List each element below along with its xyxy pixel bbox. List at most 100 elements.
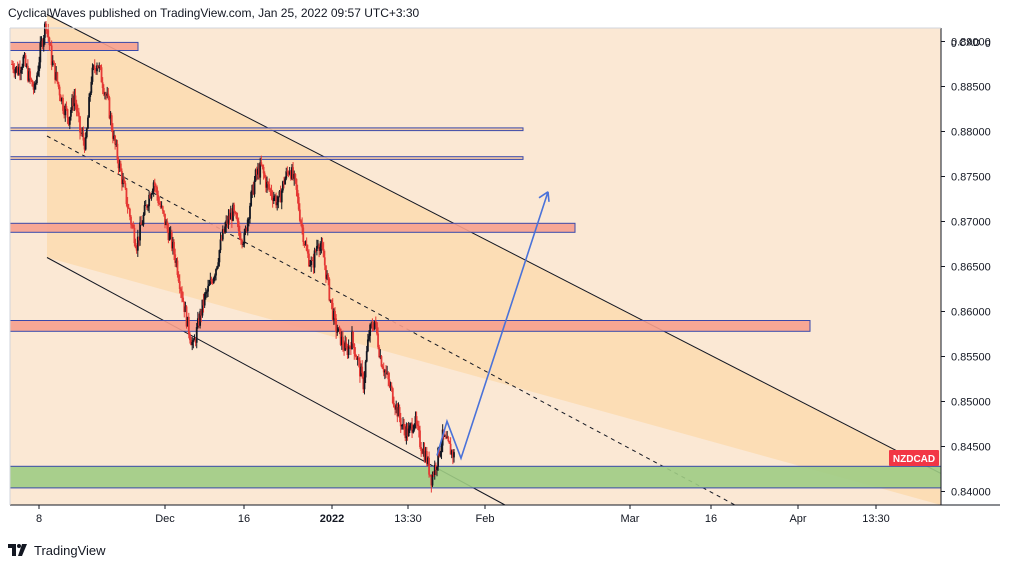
candle-body xyxy=(355,356,358,360)
symbol-badge-label: NZDCAD xyxy=(893,454,935,465)
axis-top-left-label: 0 xyxy=(951,39,957,50)
candle-body xyxy=(408,425,411,429)
candle-body xyxy=(422,448,425,454)
candle-body xyxy=(85,128,88,138)
candle-body xyxy=(66,109,69,118)
candle-body xyxy=(172,241,174,249)
candle-body xyxy=(219,239,222,251)
candle-body xyxy=(411,423,413,433)
channel-midline[interactable] xyxy=(46,135,736,506)
candle-body xyxy=(143,205,146,215)
symbol-badge[interactable] xyxy=(889,450,939,466)
candle-body xyxy=(196,318,199,328)
candle-body xyxy=(91,67,94,82)
x-tick-label: 13:30 xyxy=(862,513,890,525)
candle-body xyxy=(124,183,127,189)
candle-body xyxy=(448,441,451,444)
candle-body xyxy=(93,65,96,70)
candle-body xyxy=(271,196,274,201)
candle-body xyxy=(357,358,360,361)
candle-body xyxy=(131,224,134,226)
candle-body xyxy=(177,274,180,282)
candle-body xyxy=(164,213,166,226)
candle-body xyxy=(315,246,318,251)
tradingview-logo-icon xyxy=(8,544,27,556)
candle-body xyxy=(373,320,376,330)
candle-body xyxy=(101,82,104,89)
candle-body xyxy=(201,299,204,316)
candle-body xyxy=(144,205,147,207)
zone-resistance-3[interactable] xyxy=(9,222,576,233)
candle-body xyxy=(325,265,327,279)
zone-resistance-0[interactable] xyxy=(9,41,139,52)
candle-body xyxy=(253,180,256,195)
candle-body xyxy=(194,339,197,343)
candle-body xyxy=(267,182,270,185)
publisher-header: CyclicalWaves published on TradingView.c… xyxy=(8,6,420,20)
candle-body xyxy=(403,424,406,430)
candle-body xyxy=(339,328,342,345)
candle-body xyxy=(148,194,151,207)
candle-body xyxy=(340,336,343,345)
candle-body xyxy=(285,171,288,179)
candle-body xyxy=(71,97,73,110)
projection-path[interactable] xyxy=(436,191,549,461)
candle-body xyxy=(434,464,437,470)
candle-body xyxy=(175,260,178,263)
candle-body xyxy=(16,66,19,75)
candle-body xyxy=(420,447,423,452)
zone-line-2[interactable] xyxy=(9,156,524,160)
candle-body xyxy=(359,360,361,377)
candle-body xyxy=(156,187,158,196)
candle-body xyxy=(286,171,289,173)
candle-body xyxy=(100,67,103,83)
candle-body xyxy=(141,224,144,226)
y-tick-label: 0.87000 xyxy=(951,217,991,229)
channel-upper-line[interactable] xyxy=(46,14,942,474)
candle-body xyxy=(122,179,124,185)
candle-body xyxy=(63,110,66,116)
candle-body xyxy=(386,372,389,374)
x-tick-label: 13:30 xyxy=(394,513,422,525)
candle-body xyxy=(23,55,26,57)
candle-body xyxy=(14,69,17,74)
candle-body xyxy=(431,474,434,486)
candle-body xyxy=(99,65,102,68)
candle-body xyxy=(396,404,399,417)
zone-resistance-4[interactable] xyxy=(9,320,811,332)
candle-body xyxy=(76,111,79,113)
candle-body xyxy=(50,45,53,66)
candle-body xyxy=(293,173,296,179)
candle-body xyxy=(364,361,367,378)
candle-body xyxy=(261,164,264,167)
candle-body xyxy=(379,356,382,358)
candle-body xyxy=(135,247,138,251)
candle-body xyxy=(170,231,173,249)
candle-body xyxy=(313,250,316,268)
candle-body xyxy=(186,316,189,327)
candle-body xyxy=(246,219,249,232)
candle-body xyxy=(428,457,430,475)
candle-body xyxy=(28,71,30,81)
candle-body xyxy=(47,30,50,38)
candle-body xyxy=(90,81,93,93)
candle-body xyxy=(230,212,233,221)
candle-body xyxy=(243,233,246,244)
candle-body xyxy=(199,311,202,326)
candle-body xyxy=(451,450,454,458)
candle-body xyxy=(206,291,208,293)
candle-body xyxy=(247,218,250,220)
candle-body xyxy=(134,243,137,248)
zone-support-5[interactable] xyxy=(9,465,942,489)
y-tick-label: 0.87500 xyxy=(951,172,991,184)
candle-body xyxy=(439,452,442,457)
candle-body xyxy=(152,182,155,191)
tradingview-logo[interactable]: TradingView xyxy=(8,540,106,560)
y-tick-label: 0.88500 xyxy=(951,82,991,94)
candle-body xyxy=(208,284,211,286)
candle-body xyxy=(343,346,345,351)
candle-body xyxy=(48,37,51,45)
candle-body xyxy=(151,190,154,194)
